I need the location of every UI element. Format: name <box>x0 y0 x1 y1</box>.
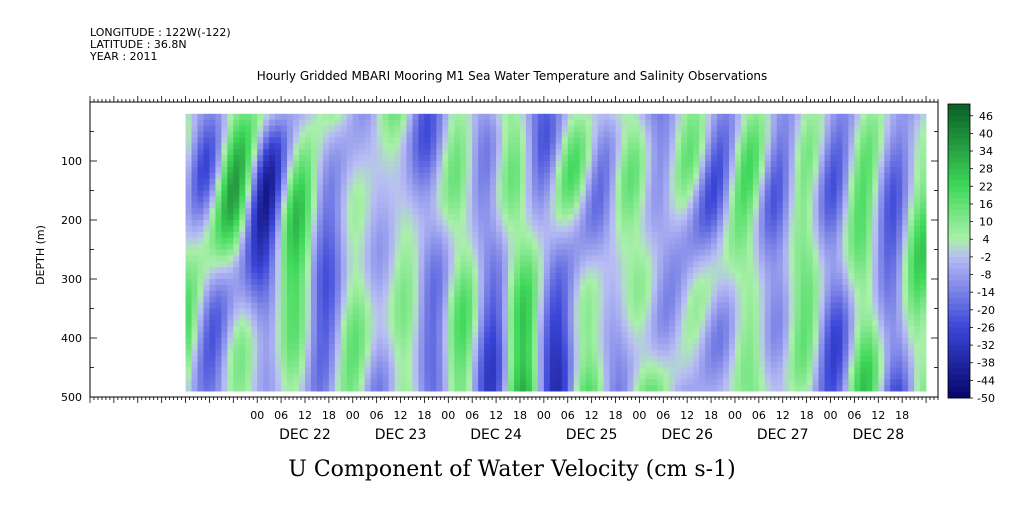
x-tick-label: 12 <box>680 409 694 422</box>
x-tick-label: 00 <box>824 409 838 422</box>
day-label: DEC 23 <box>375 427 427 443</box>
colorbar-label: 34 <box>979 145 993 158</box>
x-tick-label: 00 <box>728 409 742 422</box>
colorbar-label: -8 <box>981 269 992 282</box>
x-tick-label: 00 <box>441 409 455 422</box>
day-label: DEC 27 <box>757 427 809 443</box>
x-tick-label: 00 <box>250 409 264 422</box>
x-tick-label: 18 <box>417 409 431 422</box>
chart-title: Hourly Gridded MBARI Mooring M1 Sea Wate… <box>257 69 768 83</box>
x-tick-label: 06 <box>847 409 861 422</box>
x-tick-label: 12 <box>298 409 312 422</box>
x-tick-label: 12 <box>776 409 790 422</box>
y-tick-label: 400 <box>61 332 82 345</box>
colorbar-label: 46 <box>979 110 993 123</box>
x-tick-label: 06 <box>274 409 288 422</box>
colorbar: 46 40 34 28 22 16 10 4 -2 -8 -14 -20 -26 -32 -38 -44 -50 <box>948 104 995 405</box>
y-tick-label: 500 <box>61 391 82 404</box>
y-axis-label: DEPTH (m) <box>34 225 47 285</box>
colorbar-label: -38 <box>977 357 995 370</box>
y-tick-label: 100 <box>61 155 82 168</box>
colorbar-label: -50 <box>977 392 995 405</box>
colorbar-label: -32 <box>977 339 995 352</box>
x-tick-label: 06 <box>370 409 384 422</box>
x-tick-label: 18 <box>704 409 718 422</box>
x-tick-label: 18 <box>322 409 336 422</box>
day-label: DEC 22 <box>279 427 331 443</box>
x-tick-label: 18 <box>609 409 623 422</box>
x-tick-label: 00 <box>346 409 360 422</box>
y-tick-label: 200 <box>61 214 82 227</box>
day-label: DEC 28 <box>852 427 904 443</box>
colorbar-label: -20 <box>977 304 995 317</box>
variable-title: U Component of Water Velocity (cm s-1) <box>288 457 735 482</box>
x-tick-label: 12 <box>489 409 503 422</box>
colorbar-label: -44 <box>977 374 995 387</box>
colorbar-label: 40 <box>979 127 993 140</box>
colorbar-label: 28 <box>979 163 993 176</box>
colorbar-label: 10 <box>979 216 993 229</box>
colorbar-label: 22 <box>979 180 993 193</box>
x-tick-label: 06 <box>752 409 766 422</box>
day-label: DEC 26 <box>661 427 713 443</box>
colorbar-label: 4 <box>983 233 990 246</box>
heatmap-field <box>186 114 927 392</box>
x-tick-label: 18 <box>895 409 909 422</box>
colorbar-label: -2 <box>981 251 992 264</box>
x-tick-label: 12 <box>871 409 885 422</box>
x-tick-label: 06 <box>656 409 670 422</box>
x-tick-label: 00 <box>537 409 551 422</box>
x-tick-label: 12 <box>394 409 408 422</box>
x-tick-label: 18 <box>800 409 814 422</box>
colorbar-label: -14 <box>977 286 995 299</box>
day-label: DEC 24 <box>470 427 522 443</box>
colorbar-label: -26 <box>977 321 995 334</box>
x-tick-label: 12 <box>585 409 599 422</box>
x-tick-label: 06 <box>465 409 479 422</box>
colorbar-label: 16 <box>979 198 993 211</box>
day-label: DEC 25 <box>566 427 618 443</box>
y-tick-label: 300 <box>61 273 82 286</box>
x-tick-label: 18 <box>513 409 527 422</box>
x-tick-label: 00 <box>632 409 646 422</box>
year-label: YEAR : 2011 <box>89 50 158 63</box>
x-tick-label: 06 <box>561 409 575 422</box>
